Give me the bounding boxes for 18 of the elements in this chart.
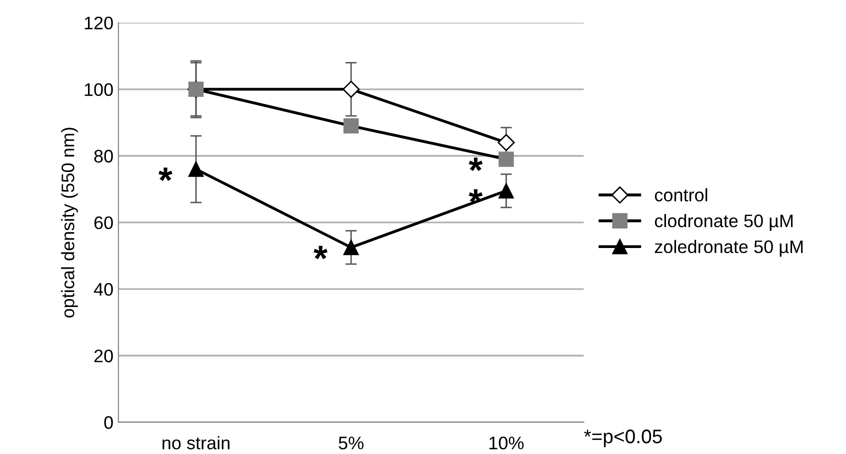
y-tick-label: 0 xyxy=(104,416,113,429)
x-tick-label: no strain xyxy=(162,436,230,450)
y-axis-title: optical density (550 nm) xyxy=(61,128,78,318)
x-tick-label: 5% xyxy=(338,436,364,450)
y-tick-label: 60 xyxy=(94,216,113,230)
annotation: * xyxy=(468,158,483,172)
x-tick-label: 10% xyxy=(490,436,524,450)
y-tick-label: 20 xyxy=(94,350,113,362)
text: *=p<0.05 xyxy=(584,430,662,448)
y-tick-label: 80 xyxy=(94,150,113,163)
annotation: * xyxy=(314,246,328,260)
y-tick-label: 120 xyxy=(84,16,113,30)
legend-label: clodronate 50 µM xyxy=(654,214,793,231)
y-tick-label: 100 xyxy=(84,83,113,96)
annotation: * xyxy=(158,168,172,182)
y-tick-label: 40 xyxy=(94,282,113,296)
legend-label: zoledronate 50 µM xyxy=(654,240,803,257)
legend-label: control xyxy=(654,188,708,202)
